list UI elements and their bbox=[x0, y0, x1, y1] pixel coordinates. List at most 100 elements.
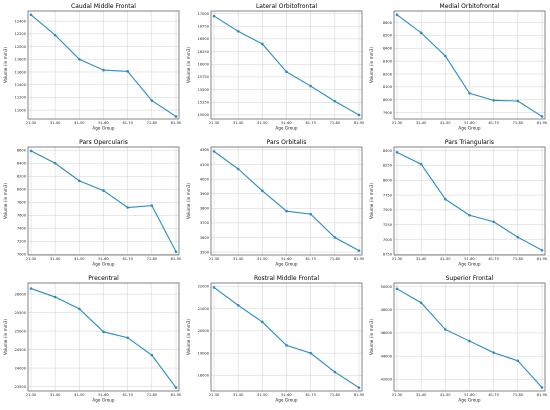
data-point bbox=[212, 286, 216, 289]
data-point bbox=[516, 359, 520, 363]
data-point bbox=[29, 287, 33, 290]
x-tick-label: 31-40 bbox=[416, 257, 427, 261]
x-tick-label: 21-30 bbox=[26, 257, 37, 261]
data-point bbox=[126, 336, 129, 340]
y-tick-label: 8500 bbox=[383, 149, 393, 153]
x-tick-label: 61-70 bbox=[488, 257, 499, 261]
y-tick-label: 3700 bbox=[200, 221, 210, 225]
chart-svg-superior-frontal: Superior Frontal 42000 44000 46000 48000 5000… bbox=[369, 275, 548, 403]
data-point bbox=[150, 204, 154, 207]
plot-frame bbox=[210, 282, 363, 392]
data-point bbox=[444, 328, 447, 331]
y-tick-label: 15250 bbox=[198, 101, 210, 105]
data-point bbox=[174, 386, 178, 389]
y-tick-label: 16750 bbox=[198, 25, 210, 29]
x-tick-label: 41-50 bbox=[74, 121, 85, 125]
y-tick-label: 50000 bbox=[381, 285, 393, 289]
chart-svg-caudal-middle-frontal: Caudal Middle Frontal 11000 11200 11400 1160… bbox=[3, 3, 182, 131]
data-point bbox=[78, 57, 81, 61]
x-tick-label: 81-90 bbox=[537, 393, 548, 397]
chart-panel-lateral-orbitofrontal: Lateral Orbitofrontal 15000 15250 15500 1575… bbox=[183, 1, 366, 137]
y-tick-label: 48000 bbox=[381, 308, 393, 312]
x-tick-label: 41-50 bbox=[74, 257, 85, 261]
y-tick-label: 15000 bbox=[198, 113, 210, 117]
y-tick-label: 7200 bbox=[17, 240, 27, 244]
chart-title: Precentral bbox=[88, 275, 119, 282]
chart-panel-medial-orbitofrontal: Medial Orbitofrontal 7900 8000 8100 8200 8300… bbox=[366, 1, 549, 137]
data-point bbox=[150, 353, 154, 357]
y-tick-label: 46000 bbox=[381, 331, 393, 335]
data-point bbox=[468, 213, 471, 217]
chart-title: Pars Opercularis bbox=[79, 139, 128, 146]
y-tick-label: 7500 bbox=[383, 208, 393, 212]
y-tick-label: 7000 bbox=[383, 238, 393, 242]
chart-panel-rostral-middle-frontal: Rostral Middle Frontal 18000 19000 20000 210… bbox=[183, 273, 366, 409]
y-tick-label: 16500 bbox=[198, 37, 210, 41]
data-point bbox=[444, 54, 447, 58]
data-point bbox=[395, 151, 399, 154]
x-tick-label: 51-60 bbox=[98, 121, 109, 125]
y-tick-label: 7250 bbox=[383, 223, 393, 227]
x-tick-label: 31-40 bbox=[416, 393, 427, 397]
data-point bbox=[492, 220, 495, 224]
x-tick-label: 41-50 bbox=[257, 257, 268, 261]
data-point bbox=[444, 197, 447, 201]
data-point bbox=[29, 149, 33, 153]
x-tick-label: 61-70 bbox=[122, 121, 133, 125]
x-tick-label: 31-40 bbox=[50, 121, 61, 125]
x-tick-label: 41-50 bbox=[440, 257, 451, 261]
y-tick-label: 7750 bbox=[383, 193, 393, 197]
x-tick-label: 71-80 bbox=[330, 257, 341, 261]
y-tick-label: 3500 bbox=[200, 250, 210, 254]
chart-svg-precentral: Precentral 23500 24000 24500 25000 25500 26000… bbox=[3, 275, 182, 403]
y-tick-label: 25000 bbox=[15, 329, 27, 333]
data-point bbox=[468, 91, 471, 95]
x-tick-label: 71-80 bbox=[513, 121, 524, 125]
y-tick-label: 8400 bbox=[17, 162, 27, 166]
y-tick-label: 11200 bbox=[15, 96, 27, 100]
y-tick-label: 4000 bbox=[200, 177, 210, 181]
plot-frame bbox=[27, 146, 180, 256]
y-tick-label: 44000 bbox=[381, 354, 393, 358]
x-tick-label: 81-90 bbox=[537, 257, 548, 261]
data-point bbox=[357, 249, 361, 252]
x-tick-label: 81-90 bbox=[354, 257, 365, 261]
y-tick-label: 11800 bbox=[15, 58, 27, 62]
chart-title: Pars Orbitalis bbox=[267, 139, 307, 146]
y-tick-label: 15500 bbox=[198, 88, 210, 92]
data-point bbox=[174, 250, 178, 254]
chart-panel-precentral: Precentral 23500 24000 24500 25000 25500 26000… bbox=[0, 273, 183, 409]
x-tick-label: 71-80 bbox=[147, 121, 158, 125]
y-tick-label: 18000 bbox=[198, 374, 210, 378]
data-point bbox=[78, 307, 81, 311]
x-tick-label: 51-60 bbox=[464, 121, 475, 125]
y-axis-label: Volume (in mm3) bbox=[186, 183, 191, 220]
data-point bbox=[102, 330, 105, 334]
plot-frame bbox=[393, 10, 546, 120]
x-tick-label: 21-30 bbox=[209, 393, 220, 397]
y-tick-label: 11600 bbox=[15, 70, 27, 74]
x-tick-label: 51-60 bbox=[98, 393, 109, 397]
y-tick-label: 8300 bbox=[383, 59, 393, 63]
data-point bbox=[78, 179, 81, 183]
data-point bbox=[53, 33, 57, 37]
y-tick-label: 8500 bbox=[383, 34, 393, 38]
y-tick-label: 8200 bbox=[17, 175, 27, 179]
data-point bbox=[212, 150, 216, 153]
x-tick-label: 21-30 bbox=[392, 121, 403, 125]
x-tick-label: 31-40 bbox=[416, 121, 427, 125]
chart-title: Lateral Orbitofrontal bbox=[256, 3, 317, 10]
x-tick-label: 41-50 bbox=[257, 393, 268, 397]
data-point bbox=[261, 189, 264, 193]
chart-panel-pars-triangularis: Pars Triangularis 6750 7000 7250 7500 7750 800… bbox=[366, 137, 549, 273]
x-tick-label: 71-80 bbox=[330, 393, 341, 397]
y-axis-label: Volume (in mm3) bbox=[3, 319, 8, 356]
y-tick-label: 42000 bbox=[381, 378, 393, 382]
x-tick-label: 31-40 bbox=[50, 257, 61, 261]
y-axis-label: Volume (in mm3) bbox=[369, 47, 374, 84]
y-tick-label: 12400 bbox=[15, 19, 27, 23]
data-point bbox=[419, 31, 423, 35]
x-tick-label: 61-70 bbox=[305, 393, 316, 397]
y-tick-label: 24500 bbox=[15, 348, 27, 352]
data-point bbox=[357, 113, 361, 117]
